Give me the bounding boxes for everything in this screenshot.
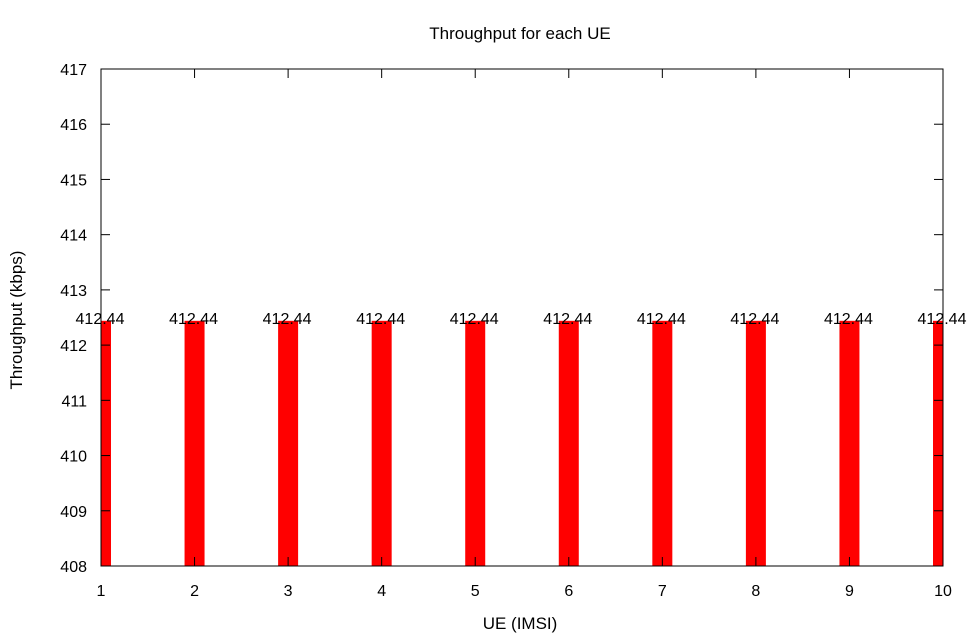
x-tick-label: 7 [658, 583, 667, 600]
x-axis-label: UE (IMSI) [483, 614, 558, 633]
y-tick-label: 413 [60, 283, 87, 300]
bar-ue-4 [371, 320, 392, 566]
bar-value-label: 412.44 [450, 311, 499, 328]
x-tick-label: 8 [751, 583, 760, 600]
y-tick-label: 410 [60, 449, 87, 466]
bar-value-labels: 412.44 412.44 412.44 412.44 412.44 412.44 412.… [76, 311, 967, 328]
y-tick-label: 412 [60, 338, 87, 355]
bar-ue-9 [839, 320, 860, 566]
bar-value-label: 412.44 [76, 311, 125, 328]
y-tick-label: 409 [60, 504, 87, 521]
y-tick-label: 417 [60, 62, 87, 79]
x-tick-label: 10 [934, 583, 952, 600]
bar-ue-1 [101, 320, 111, 566]
bar-value-label: 412.44 [918, 311, 967, 328]
bar-series [101, 320, 943, 566]
chart-title: Throughput for each UE [429, 24, 610, 43]
x-tick-label: 9 [845, 583, 854, 600]
bar-ue-5 [465, 320, 486, 566]
y-tick-label: 411 [61, 393, 87, 410]
y-tick-label: 408 [60, 559, 87, 576]
bar-ue-8 [745, 320, 766, 566]
x-tick-label: 3 [284, 583, 293, 600]
bar-ue-7 [652, 320, 673, 566]
x-tick-label: 6 [564, 583, 573, 600]
y-axis-label: Throughput (kbps) [7, 251, 26, 390]
x-tick-label: 4 [377, 583, 386, 600]
y-tick-label: 416 [60, 117, 87, 134]
bar-ue-6 [558, 320, 579, 566]
bar-value-label: 412.44 [356, 311, 405, 328]
bar-ue-3 [278, 320, 299, 566]
bar-value-label: 412.44 [637, 311, 686, 328]
bar-value-label: 412.44 [169, 311, 218, 328]
bar-ue-10 [933, 320, 943, 566]
axis-tick-labels: 408 409 410 411 412 413 414 415 416 417 1 2 3 4 5 6 7 8 9 1… [60, 62, 952, 600]
bar-value-label: 412.44 [824, 311, 873, 328]
bar-ue-2 [184, 320, 205, 566]
plot-frame [100, 68, 944, 567]
x-tick-label: 2 [190, 583, 199, 600]
x-tick-label: 1 [97, 583, 106, 600]
y-tick-label: 414 [60, 228, 87, 245]
bar-value-label: 412.44 [730, 311, 779, 328]
y-tick-label: 415 [60, 172, 87, 189]
bar-value-label: 412.44 [543, 311, 592, 328]
bar-value-label: 412.44 [263, 311, 312, 328]
x-tick-label: 5 [471, 583, 480, 600]
